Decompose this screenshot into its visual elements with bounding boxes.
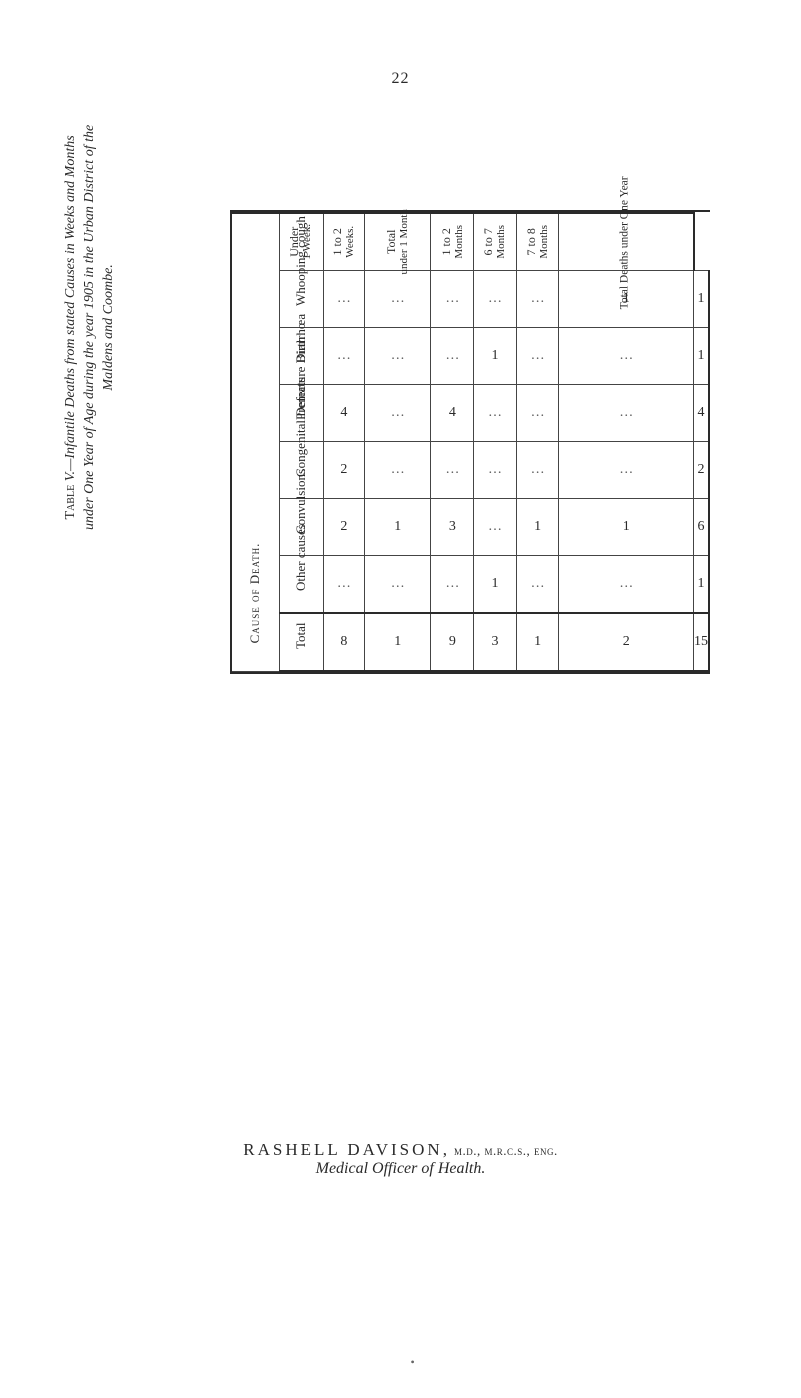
- row5-label: Other causes: [293, 577, 309, 591]
- col-h3-top: 1 to 2: [439, 228, 453, 255]
- data-table: Cause of Death. Under1 Week. 1 to 2Weeks…: [230, 212, 710, 672]
- cell: 2: [694, 442, 710, 499]
- col-h5-bot: Months: [538, 225, 551, 259]
- cell: 1: [474, 328, 517, 385]
- cell: …: [323, 271, 365, 328]
- cell: …: [559, 442, 694, 499]
- cell: …: [559, 385, 694, 442]
- cell: …: [431, 556, 474, 614]
- cell: …: [431, 328, 474, 385]
- total-row: Total 8 1 9 3 1 2 15: [231, 613, 709, 671]
- col-h4-top: 6 to 7: [481, 228, 495, 255]
- col-h5-top: 7 to 8: [524, 228, 538, 255]
- cell: …: [431, 442, 474, 499]
- cell: 15: [694, 613, 710, 671]
- cell: …: [323, 556, 365, 614]
- cell: …: [516, 442, 559, 499]
- total-label-cell: Total: [279, 613, 323, 671]
- cell: 3: [431, 499, 474, 556]
- caption-rest1: V.—Infantile Deaths from stated Causes i…: [63, 135, 78, 481]
- cell: …: [516, 556, 559, 614]
- cell: 4: [431, 385, 474, 442]
- caption-line3: Maldens and Coombe.: [100, 125, 119, 530]
- cell: …: [365, 556, 431, 614]
- col-h1-bot: Weeks.: [344, 226, 357, 258]
- cell: …: [516, 328, 559, 385]
- col-h1-top: 1 to 2: [330, 228, 344, 255]
- cell: …: [474, 442, 517, 499]
- row0-label: Whooping cough: [293, 292, 309, 306]
- stub-heading: Cause of Death.: [247, 542, 263, 643]
- cell: 1: [559, 499, 694, 556]
- cell: …: [365, 442, 431, 499]
- stub-heading-cell: Cause of Death.: [231, 213, 279, 671]
- table-row: Other causes … … … 1 … … 1: [231, 556, 709, 614]
- cell: …: [474, 385, 517, 442]
- col-7-8m: 7 to 8Months: [516, 213, 559, 271]
- author-title: Medical Officer of Health.: [316, 1160, 486, 1177]
- cell: …: [516, 385, 559, 442]
- cell: 1: [694, 328, 710, 385]
- cell: 1: [474, 556, 517, 614]
- cell: …: [365, 271, 431, 328]
- cell: …: [474, 271, 517, 328]
- cell: …: [559, 328, 694, 385]
- cell: 1: [516, 613, 559, 671]
- author-quals: m.d., m.r.c.s., eng.: [454, 1143, 558, 1158]
- cell: 3: [474, 613, 517, 671]
- col-h3-bot: Months: [453, 225, 466, 259]
- cell: 1: [694, 271, 710, 328]
- cell: 1: [365, 613, 431, 671]
- table-region: Table V.—Infantile Deaths from stated Ca…: [90, 210, 710, 850]
- cell: 1: [694, 556, 710, 614]
- caption-lead: Table: [63, 485, 78, 520]
- col-h2-bot: under 1 Month: [398, 209, 411, 274]
- cell: …: [323, 328, 365, 385]
- page-number: 22: [392, 70, 410, 88]
- cell: …: [474, 499, 517, 556]
- cell: 2: [323, 499, 365, 556]
- total-label: Total: [293, 635, 309, 649]
- rowlabel-cell: Other causes: [279, 556, 323, 614]
- author-name: RASHELL DAVISON,: [243, 1140, 450, 1159]
- cell: …: [365, 328, 431, 385]
- cell: …: [365, 385, 431, 442]
- page-marker-dot: •: [411, 1355, 415, 1370]
- col-h6-top: Total Deaths under One Year: [619, 176, 633, 309]
- cell: 9: [431, 613, 474, 671]
- cell: …: [516, 271, 559, 328]
- cell: 6: [694, 499, 710, 556]
- cell: 4: [694, 385, 710, 442]
- cell: …: [559, 556, 694, 614]
- table-caption: Table V.—Infantile Deaths from stated Ca…: [62, 125, 119, 530]
- cell: …: [431, 271, 474, 328]
- col-1-2m: 1 to 2Months: [431, 213, 474, 271]
- col-total-u1m: Totalunder 1 Month: [365, 213, 431, 271]
- cell: 2: [559, 613, 694, 671]
- col-6-7m: 6 to 7Months: [474, 213, 517, 271]
- caption-line2: under One Year of Age during the year 19…: [81, 125, 100, 530]
- cell: 4: [323, 385, 365, 442]
- col-total-u1y: Total Deaths under One Year: [559, 213, 694, 271]
- col-h2-top: Total: [384, 229, 398, 254]
- cell: 1: [516, 499, 559, 556]
- data-table-wrap: Cause of Death. Under1 Week. 1 to 2Weeks…: [230, 210, 710, 674]
- cell: 8: [323, 613, 365, 671]
- cell: 1: [365, 499, 431, 556]
- cell: 2: [323, 442, 365, 499]
- col-1-2wk: 1 to 2Weeks.: [323, 213, 365, 271]
- author-credit: RASHELL DAVISON, m.d., m.r.c.s., eng. Me…: [0, 1140, 801, 1178]
- col-h4-bot: Months: [496, 225, 509, 259]
